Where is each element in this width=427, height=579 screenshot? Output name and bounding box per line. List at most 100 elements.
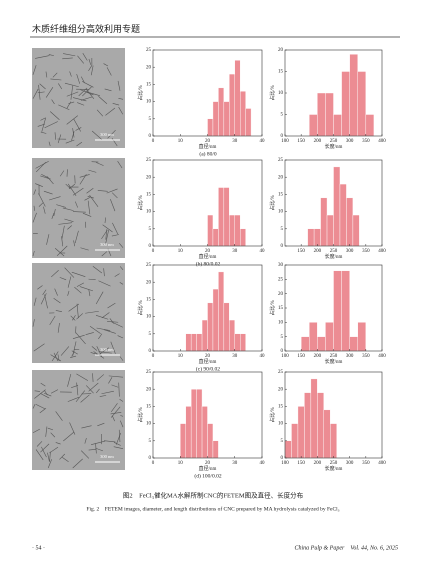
x-axis-label: 长度/nm bbox=[325, 143, 343, 150]
fiber bbox=[71, 271, 86, 277]
fiber bbox=[79, 174, 90, 178]
fiber bbox=[99, 395, 107, 397]
fiber bbox=[88, 65, 93, 72]
fiber bbox=[51, 99, 55, 105]
fiber bbox=[91, 440, 106, 445]
fiber bbox=[54, 132, 56, 140]
bar bbox=[239, 333, 246, 352]
y-tick-label: 5 bbox=[149, 227, 152, 232]
y-axis-label: 占比/% bbox=[269, 407, 276, 423]
bar bbox=[190, 333, 197, 352]
x-tick-label: 0 bbox=[152, 354, 155, 359]
bar bbox=[212, 288, 219, 352]
y-tick-label: 0 bbox=[149, 244, 152, 249]
fiber bbox=[72, 315, 76, 321]
scale-label: 300 nm bbox=[100, 242, 114, 247]
bar bbox=[326, 214, 334, 247]
fiber bbox=[77, 102, 85, 106]
bar bbox=[297, 406, 305, 459]
bar bbox=[341, 270, 350, 352]
bar bbox=[223, 302, 230, 352]
fiber bbox=[38, 202, 44, 207]
bar bbox=[309, 322, 318, 352]
fiber bbox=[98, 280, 111, 287]
bar bbox=[223, 101, 230, 137]
fiber bbox=[104, 88, 112, 92]
fiber bbox=[112, 415, 115, 422]
bar bbox=[291, 423, 299, 459]
fiber bbox=[32, 319, 35, 327]
fiber bbox=[75, 332, 86, 345]
x-tick-label: 250 bbox=[330, 249, 338, 254]
x-tick-label: 300 bbox=[346, 354, 354, 359]
x-tick-label: 30 bbox=[232, 139, 238, 144]
fiber bbox=[89, 326, 101, 334]
bar bbox=[323, 409, 331, 459]
y-axis-label: 占比/% bbox=[269, 195, 276, 211]
fiber bbox=[97, 422, 105, 427]
y-tick-label: 5 bbox=[149, 332, 152, 337]
fiber bbox=[103, 268, 105, 277]
y-axis-label: 占比/% bbox=[269, 85, 276, 101]
x-tick-label: 350 bbox=[362, 139, 370, 144]
y-tick-label: 0 bbox=[281, 244, 284, 249]
bar bbox=[234, 214, 241, 247]
fiber bbox=[105, 230, 109, 244]
x-tick-label: 150 bbox=[297, 354, 305, 359]
x-tick-label: 200 bbox=[314, 354, 322, 359]
fiber bbox=[72, 458, 83, 469]
fiber bbox=[66, 101, 72, 109]
x-tick-label: 0 bbox=[152, 139, 155, 144]
x-tick-label: 200 bbox=[314, 249, 322, 254]
x-tick-label: 150 bbox=[297, 139, 305, 144]
fiber bbox=[74, 286, 82, 294]
fiber bbox=[119, 399, 124, 402]
fiber bbox=[50, 432, 56, 438]
fiber bbox=[98, 351, 112, 354]
fiber bbox=[45, 71, 48, 78]
fiber bbox=[51, 351, 59, 362]
bar bbox=[229, 319, 235, 352]
scale-label: 300 nm bbox=[100, 347, 114, 352]
fiber bbox=[101, 312, 110, 319]
fiber bbox=[39, 408, 47, 414]
fiber bbox=[80, 89, 94, 96]
bar bbox=[229, 214, 235, 247]
y-axis-label: 占比/% bbox=[137, 300, 144, 316]
fiber bbox=[105, 107, 116, 116]
y-tick-label: 20 bbox=[146, 280, 152, 285]
fiber bbox=[107, 320, 119, 323]
fiber bbox=[88, 169, 97, 173]
bar bbox=[234, 60, 241, 137]
bar bbox=[300, 336, 310, 352]
fiber bbox=[101, 251, 108, 257]
x-tick-label: 300 bbox=[346, 461, 354, 466]
y-tick-label: 15 bbox=[278, 405, 284, 410]
fiber bbox=[32, 212, 37, 223]
fiber bbox=[80, 96, 93, 101]
fiber bbox=[52, 72, 58, 78]
x-tick-label: 10 bbox=[178, 354, 184, 359]
x-tick-label: 20 bbox=[205, 249, 211, 254]
x-tick-label: 250 bbox=[330, 461, 338, 466]
fiber bbox=[65, 139, 75, 144]
fiber bbox=[88, 289, 91, 297]
fiber bbox=[40, 293, 47, 305]
fiber bbox=[112, 222, 119, 235]
y-tick-label: 20 bbox=[146, 175, 152, 180]
fiber bbox=[61, 225, 65, 239]
y-tick-label: 20 bbox=[278, 387, 284, 392]
x-axis-label: 长度/nm bbox=[325, 465, 343, 472]
fiber bbox=[72, 334, 85, 339]
fiber bbox=[98, 333, 103, 340]
x-tick-label: 400 bbox=[378, 354, 386, 359]
x-tick-label: 400 bbox=[378, 249, 386, 254]
bar bbox=[313, 228, 321, 247]
fiber bbox=[36, 441, 43, 447]
y-tick-label: 15 bbox=[146, 298, 152, 303]
fiber bbox=[67, 290, 70, 296]
fiber bbox=[47, 427, 54, 431]
y-tick-label: 0 bbox=[149, 134, 152, 139]
fiber bbox=[70, 355, 77, 359]
